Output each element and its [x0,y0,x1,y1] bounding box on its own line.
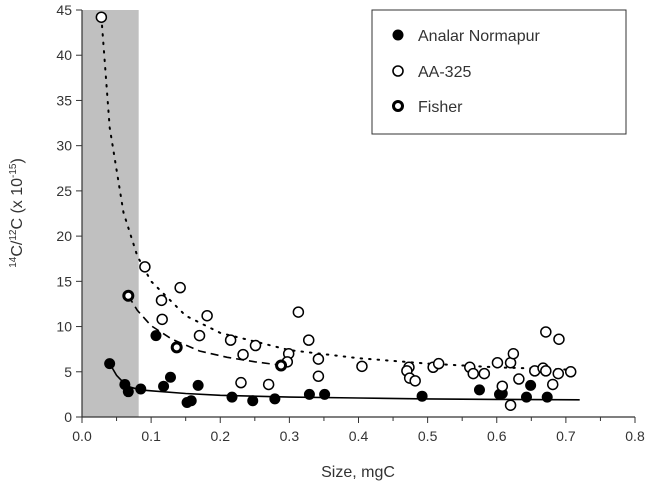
data-point-aa325 [235,376,247,389]
x-tick-label: 0.3 [280,428,300,444]
data-point-analar [135,383,147,395]
data-point-aa325 [312,370,325,383]
data-point-analar [303,388,315,400]
legend-marker-fisher [392,100,404,112]
data-point-aa325 [155,294,168,307]
data-point-aa325 [312,353,325,365]
legend-box [371,9,627,135]
x-tick-label: 0.5 [418,428,438,444]
y-tick-label: 0 [64,409,72,425]
data-point-aa325 [432,357,445,370]
data-point-aa325 [496,380,509,392]
x-tick-label: 0.0 [72,428,92,444]
data-point-analar [226,391,238,403]
x-tick-label: 0.7 [556,428,576,444]
data-point-analar [158,380,170,392]
legend-label-fisher: Fisher [418,99,463,116]
data-point-aa325 [491,356,504,369]
data-point-aa325 [193,329,206,342]
x-tick-label: 0.1 [141,428,161,444]
data-point-analar [164,371,176,383]
data-point-aa325 [564,366,577,378]
trend-line-dashed [127,295,283,367]
legend-label-analar: Analar Normapur [418,28,541,45]
legend-label-aa325: AA-325 [418,64,471,81]
x-tick-label: 0.4 [349,428,369,444]
data-point-aa325 [302,334,315,346]
x-tick-label: 0.6 [487,428,507,444]
y-tick-label: 15 [56,273,72,289]
data-point-fisher [170,341,183,354]
y-tick-label: 35 [56,92,72,108]
data-point-aa325 [237,348,249,361]
x-axis-label: Size, mgC [321,464,395,481]
y-tick-label: 20 [56,228,72,244]
shaded-region [82,10,139,417]
data-point-aa325 [540,365,552,377]
data-point-aa325 [507,347,520,360]
x-tick-label: 0.8 [625,428,645,444]
data-point-analar [416,390,428,402]
y-tick-label: 5 [64,364,72,380]
data-point-fisher [122,289,135,302]
y-tick-label: 45 [56,2,72,18]
data-point-analar [104,358,116,370]
data-point-analar [269,393,281,405]
data-point-analar [520,391,532,403]
data-point-aa325 [156,313,168,326]
data-point-fisher [275,359,288,372]
data-point-aa325 [553,333,565,345]
data-point-aa325 [356,360,368,373]
legend-marker-aa325 [392,65,404,77]
data-point-analar [473,384,485,396]
data-point-aa325 [467,367,479,380]
data-point-aa325 [546,378,559,391]
trend-line-solid [109,363,580,401]
data-point-aa325 [513,373,525,385]
data-point-aa325 [540,326,552,338]
legend-marker-analar [392,29,404,41]
data-point-aa325 [201,309,213,322]
data-point-aa325 [224,334,237,346]
data-point-aa325 [409,375,421,387]
data-point-aa325 [95,11,108,23]
data-point-analar [185,395,197,407]
data-point-analar [319,388,331,400]
y-axis-label: 14C/12C (x 10-15) [8,158,26,268]
legend: Analar Normapur AA-325 Fisher [371,9,627,135]
y-tick-label: 10 [56,319,72,335]
y-tick-label: 25 [56,183,72,199]
data-point-aa325 [139,261,151,273]
data-point-aa325 [249,339,262,352]
y-tick-label: 40 [56,47,72,63]
data-point-analar [525,379,537,391]
data-point-analar [541,391,553,403]
data-point-aa325 [552,367,565,380]
y-tick-label: 30 [56,138,72,154]
data-point-aa325 [504,399,517,411]
data-point-analar [150,330,162,342]
x-tick-label: 0.2 [211,428,231,444]
data-point-analar [247,395,259,407]
data-point-aa325 [262,378,275,391]
data-point-analar [122,386,134,398]
data-point-aa325 [478,367,491,380]
data-point-analar [192,379,204,391]
data-point-aa325 [174,281,186,294]
data-point-aa325 [292,306,305,318]
